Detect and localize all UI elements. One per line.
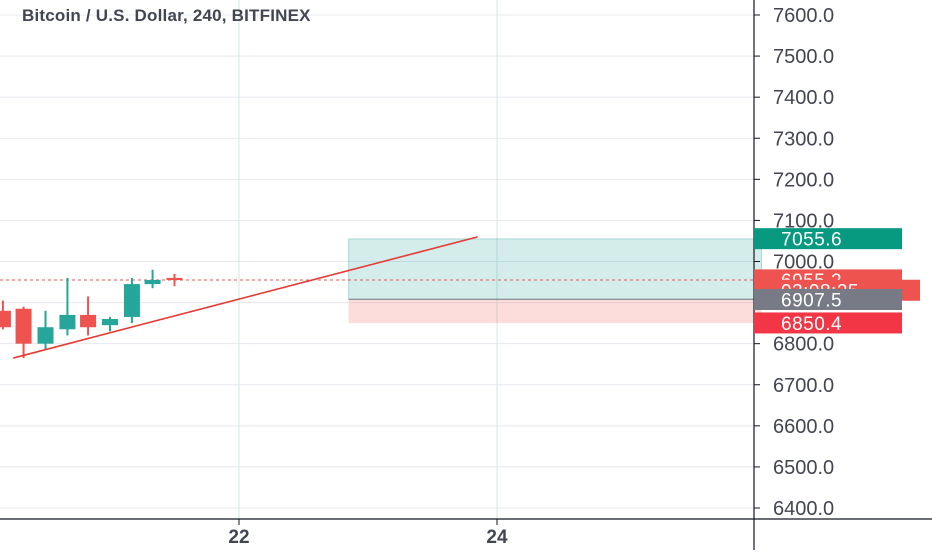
- price-tick-label: 6400.0: [773, 498, 834, 520]
- price-badge: [754, 228, 902, 250]
- time-tick-label: 22: [228, 527, 249, 548]
- price-tick-label: 6700.0: [773, 375, 834, 397]
- price-tick-label: 7500.0: [773, 46, 834, 68]
- price-badge-label: 6907.5: [781, 291, 842, 312]
- price-badge-label: 7055.6: [781, 230, 842, 251]
- price-tick-label: 7200.0: [773, 169, 834, 191]
- price-tick-label: 6500.0: [773, 457, 834, 479]
- candle[interactable]: [144, 279, 161, 285]
- price-tick-label: 7300.0: [773, 128, 834, 150]
- price-tick-label: 7000.0: [773, 252, 834, 274]
- price-badge: [754, 312, 902, 334]
- target-zone[interactable]: [348, 238, 762, 300]
- price-badge-label: 6850.4: [781, 314, 842, 335]
- stop-zone[interactable]: [348, 299, 762, 324]
- candle[interactable]: [80, 314, 97, 328]
- candle[interactable]: [166, 277, 183, 280]
- price-badge: [754, 289, 902, 311]
- price-tick-label: 7600.0: [773, 5, 834, 27]
- price-tick-label: 6800.0: [773, 334, 834, 356]
- time-tick-label: 24: [486, 527, 508, 548]
- candle[interactable]: [0, 310, 11, 328]
- candle[interactable]: [59, 314, 76, 330]
- price-tick-label: 7400.0: [773, 87, 834, 109]
- trendline[interactable]: [13, 236, 478, 359]
- candle[interactable]: [123, 284, 140, 317]
- candle[interactable]: [15, 308, 32, 344]
- candle[interactable]: [37, 327, 54, 344]
- chart-title: Bitcoin / U.S. Dollar, 240, BITFINEX: [22, 6, 311, 25]
- price-tick-label: 7100.0: [773, 210, 834, 232]
- candle[interactable]: [102, 319, 118, 326]
- price-tick-label: 6600.0: [773, 416, 834, 438]
